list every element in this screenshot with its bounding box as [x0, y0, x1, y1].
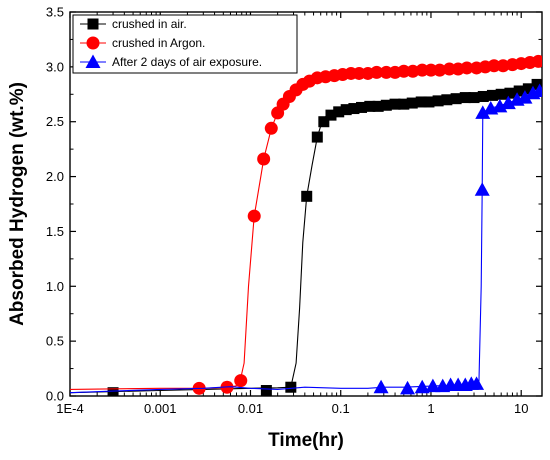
data-point-crushed-in-air [260, 385, 272, 396]
data-point-after-air-exposure [469, 376, 485, 390]
y-tick-label: 2.5 [46, 114, 64, 129]
data-point-crushed-in-air [459, 92, 471, 104]
x-tick-label: 0.01 [238, 401, 263, 416]
data-point-crushed-in-air [531, 78, 542, 90]
data-point-crushed-in-air [398, 98, 410, 110]
data-point-crushed-in-air [348, 103, 360, 115]
data-point-crushed-in-air [522, 83, 534, 95]
data-point-crushed-in-air [364, 100, 376, 112]
data-point-crushed-in-air [372, 100, 384, 112]
data-point-crushed-in-argon [264, 121, 278, 135]
x-tick-label: 1E-4 [56, 401, 83, 416]
data-point-crushed-in-air [285, 381, 297, 393]
data-point-after-air-exposure [474, 182, 490, 196]
data-point-after-air-exposure [373, 379, 389, 394]
data-point-crushed-in-air [513, 85, 525, 97]
data-point-crushed-in-argon [247, 209, 261, 223]
legend-label-crushed-in-air: crushed in air. [112, 17, 187, 31]
y-tick-label: 1.5 [46, 224, 64, 239]
data-point-crushed-in-air [423, 96, 435, 108]
legend-marker-after-air-exposure [85, 54, 101, 68]
y-tick-label: 3.5 [46, 5, 64, 20]
data-point-crushed-in-argon [460, 61, 474, 75]
data-point-crushed-in-air [441, 94, 453, 106]
data-point-crushed-in-air [477, 90, 489, 102]
legend-box [72, 14, 298, 74]
data-point-crushed-in-air [495, 88, 507, 100]
legend-label-after-air-exposure: After 2 days of air exposure. [112, 55, 262, 69]
data-point-crushed-in-air [356, 101, 368, 113]
x-tick-label: 10 [514, 401, 528, 416]
data-point-crushed-in-air [450, 93, 462, 105]
series-line-after-air-exposure [70, 88, 540, 394]
legend: crushed in air. crushed in Argon. After 2 … [72, 14, 298, 74]
y-tick-label: 0.5 [46, 334, 64, 349]
x-tick-label: 0.1 [332, 401, 350, 416]
y-tick-label: 2.0 [46, 169, 64, 184]
data-point-crushed-in-air [380, 99, 392, 111]
y-axis-title: Absorbed Hydrogen (wt.%) [7, 82, 28, 326]
x-tick-label: 0.001 [144, 401, 177, 416]
data-point-crushed-in-air [432, 95, 444, 107]
data-point-after-air-exposure [414, 379, 430, 394]
y-tick-label: 3.0 [46, 59, 64, 74]
y-tick-label: 1.0 [46, 279, 64, 294]
data-point-after-air-exposure [475, 105, 491, 119]
data-point-crushed-in-air [340, 104, 352, 116]
data-point-after-air-exposure [425, 378, 441, 393]
data-point-crushed-in-air [325, 109, 337, 121]
data-point-crushed-in-air [486, 89, 498, 101]
data-point-after-air-exposure [400, 380, 416, 395]
data-point-crushed-in-air [318, 116, 330, 128]
data-point-crushed-in-air [406, 97, 418, 109]
x-axis-title: Time(hr) [268, 430, 344, 451]
data-point-crushed-in-air [468, 92, 480, 104]
data-point-crushed-in-air [311, 131, 323, 143]
data-point-crushed-in-argon [370, 65, 384, 79]
data-point-crushed-in-argon [397, 64, 411, 78]
x-tick-label: 1 [427, 401, 434, 416]
data-point-crushed-in-air [389, 98, 401, 110]
legend-label-crushed-in-argon: crushed in Argon. [112, 36, 205, 50]
data-point-after-air-exposure [517, 90, 533, 104]
series-after-air-exposure [70, 83, 542, 395]
data-point-crushed-in-argon [234, 374, 248, 388]
data-point-crushed-in-air [333, 106, 345, 118]
series-line-crushed-in-argon [70, 60, 540, 390]
data-point-crushed-in-air [301, 190, 313, 202]
series-crushed-in-air [70, 78, 542, 396]
legend-marker-crushed-in-air [87, 18, 99, 30]
data-point-crushed-in-argon [531, 54, 542, 68]
legend-marker-crushed-in-argon [86, 36, 100, 50]
y-tick-label: 0.0 [46, 389, 64, 404]
data-point-crushed-in-argon [487, 59, 501, 73]
data-point-crushed-in-air [415, 96, 427, 108]
data-point-crushed-in-air [504, 87, 516, 99]
data-point-crushed-in-argon [433, 63, 447, 77]
series-crushed-in-argon [70, 54, 542, 395]
data-point-after-air-exposure [532, 83, 542, 97]
data-point-crushed-in-argon [257, 152, 271, 166]
series-line-crushed-in-air [70, 81, 540, 394]
